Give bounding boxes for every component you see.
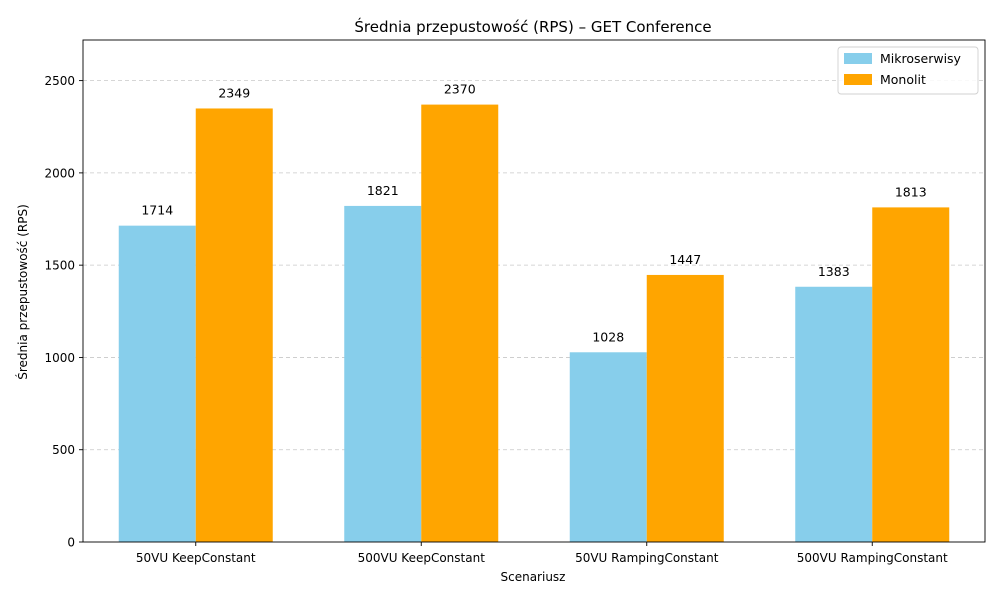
y-tick-label: 2500: [44, 74, 75, 88]
bar: [646, 274, 724, 542]
bar: [118, 225, 196, 542]
bars-layer: [118, 104, 950, 543]
data-label: 2370: [444, 82, 476, 97]
data-label: 1383: [818, 264, 850, 279]
x-axis-label: Scenariusz: [501, 570, 566, 584]
y-tick-label: 500: [52, 443, 75, 457]
bar: [195, 108, 273, 543]
chart-title: Średnia przepustowość (RPS) – GET Confer…: [354, 17, 711, 36]
bar: [795, 286, 873, 542]
data-labels-layer: 1714 2349 1821 2370 1028 1447 1383 1813: [141, 82, 926, 345]
y-tick-label: 2000: [44, 166, 75, 180]
legend-label: Monolit: [880, 72, 926, 87]
y-tick-label: 0: [67, 536, 75, 550]
bar: [344, 205, 422, 542]
data-label: 1813: [895, 184, 927, 199]
bar: [421, 104, 499, 543]
legend-swatch: [844, 53, 872, 64]
bar: [872, 207, 950, 543]
x-tick-label: 500VU KeepConstant: [358, 551, 486, 565]
data-label: 1714: [141, 203, 173, 218]
y-tick-label: 1000: [44, 351, 75, 365]
data-label: 1447: [669, 252, 701, 267]
y-axis-label: Średnia przepustowość (RPS): [15, 204, 30, 380]
data-label: 2349: [218, 85, 250, 100]
y-tick-label: 1500: [44, 259, 75, 273]
bar: [569, 352, 647, 542]
plot-frame: [82, 39, 986, 543]
x-tick-label: 500VU RampingConstant: [797, 551, 948, 565]
legend-swatch: [844, 74, 872, 85]
x-tick-label: 50VU KeepConstant: [136, 551, 256, 565]
data-label: 1028: [592, 329, 624, 344]
x-tick-label: 50VU RampingConstant: [575, 551, 719, 565]
legend: Mikroserwisy Monolit: [837, 46, 979, 95]
axes-layer: 0 500 1000 1500 2000 2500 50VU KeepConstant 500…: [44, 39, 986, 565]
legend-box: [837, 46, 979, 95]
legend-label: Mikroserwisy: [880, 51, 962, 66]
data-label: 1821: [367, 183, 399, 198]
